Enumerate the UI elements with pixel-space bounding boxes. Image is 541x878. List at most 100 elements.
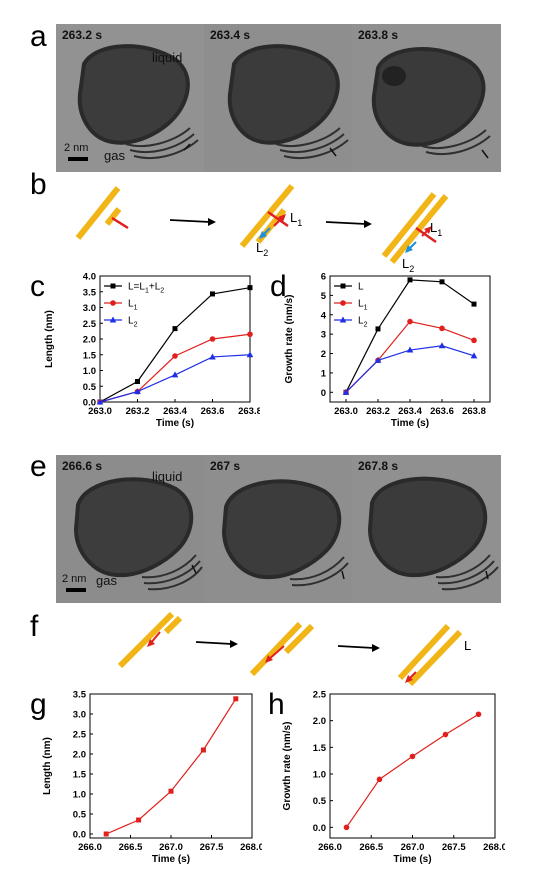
data-point-c (134, 388, 141, 395)
label-l2-b2: L (256, 240, 263, 255)
timestamp-a3: 263.8 s (358, 28, 399, 42)
tem-micrograph-e3 (352, 455, 501, 603)
y-tick-label-d: 6 (321, 272, 326, 283)
series-line-c-2 (99, 354, 251, 403)
label-l1-sub-b3: 1 (437, 228, 442, 238)
x-tick-label-c: 263.6 (201, 406, 225, 417)
rod-pair-b2: L1 L2 (239, 184, 302, 258)
chart-h: 266.0 266.5 267.0 267.5 268.0 0.0 0.5 1.0 1.5 2.0… (282, 690, 505, 866)
x-tick-label-d: 263.6 (430, 406, 454, 417)
tem-frame-a3: 263.8 s (352, 24, 501, 172)
y-tick-label-h: 2.5 (313, 690, 327, 701)
x-tick-label-g: 267.5 (200, 842, 224, 853)
svg-text:L2: L2 (402, 256, 414, 272)
y-tick-label-h: 1.5 (313, 743, 327, 754)
series-line-g-0 (105, 698, 237, 835)
y-axis-label-d: Growth rate (nm/s) (284, 295, 295, 384)
x-tick-label-g: 267.0 (159, 842, 183, 853)
data-point-c (210, 291, 215, 297)
tem-micrograph-e2 (204, 455, 352, 603)
x-axis-label-h: Time (s) (393, 854, 431, 865)
data-point-d (471, 337, 477, 344)
panel-letter-e: e (30, 450, 47, 483)
data-point-d (470, 352, 478, 359)
scalebar-a (68, 157, 88, 161)
series-line-c-0 (99, 287, 251, 403)
x-tick-label-c: 263.8 (238, 406, 260, 417)
x-tick-label-h: 266.5 (359, 842, 383, 853)
rod-pair-b1 (75, 186, 129, 240)
label-l1-sub-b2: 1 (297, 218, 302, 228)
arrow-b1 (169, 218, 216, 226)
x-tick-label-d: 263.4 (398, 406, 422, 417)
x-axis-label-d: Time (s) (391, 418, 429, 429)
scalebar-label-e: 2 nm (62, 573, 87, 585)
y-tick-label-c: 2.5 (83, 319, 97, 330)
legend-label-d: L2 (358, 316, 368, 329)
x-tick-label-g: 266.0 (78, 842, 102, 853)
data-point-c (171, 371, 179, 378)
y-tick-label-h: 1.0 (313, 770, 326, 781)
data-point-c (172, 326, 178, 332)
label-l2-sub-b3: 2 (409, 264, 414, 272)
gas-label-a: gas (104, 148, 125, 163)
legend-item-c-2: L2 (104, 316, 138, 329)
y-tick-label-d: 4 (321, 310, 327, 321)
legend-item-c-0: L=L1+L2 (104, 282, 164, 295)
gas-label-e: gas (96, 573, 117, 588)
legend-label-c: L=L1+L2 (128, 282, 164, 295)
y-tick-label-h: 0.5 (313, 796, 327, 807)
series-g-0 (103, 696, 239, 837)
tem-frame-e1: 266.6 s liquid gas 2 nm (56, 455, 204, 603)
data-point-d (439, 279, 445, 285)
data-point-d (374, 356, 382, 363)
series-h-0 (343, 711, 482, 831)
data-point-c (246, 351, 254, 358)
liquid-label-e: liquid (152, 469, 183, 484)
series-d-0 (343, 277, 477, 395)
y-tick-label-g: 0.0 (73, 830, 86, 841)
legend-marker-d (339, 316, 347, 323)
tem-frame-a2: 263.4 s (204, 24, 352, 172)
y-tick-label-g: 0.5 (73, 810, 87, 821)
label-l2-b3: L (402, 256, 409, 271)
x-tick-label-g: 266.5 (119, 842, 143, 853)
data-point-g (200, 747, 206, 753)
legend-marker-c (110, 300, 116, 306)
tem-micrograph-a2 (204, 24, 352, 172)
legend-item-d-1: L1 (334, 299, 368, 312)
legend-marker-d (340, 300, 346, 306)
arrow-f1 (195, 640, 238, 648)
legend-item-c-1: L1 (104, 299, 138, 312)
panel-letter-b: b (30, 168, 47, 201)
timestamp-e1: 266.6 s (62, 459, 103, 473)
y-tick-label-g: 1.0 (73, 790, 86, 801)
label-l1-b3: L (430, 220, 437, 235)
x-tick-label-g: 268.0 (240, 842, 262, 853)
data-point-d (342, 388, 350, 395)
legend-marker-c (110, 283, 116, 289)
x-axis-label-c: Time (s) (156, 418, 194, 429)
y-tick-label-d: 3 (321, 330, 326, 341)
rod-pair-f1 (117, 611, 183, 669)
y-tick-label-g: 3.0 (73, 710, 86, 721)
data-point-h (343, 824, 350, 831)
data-point-c (247, 285, 253, 291)
chart-d: 263.0 263.2 263.4 263.6 263.8 0 1 2 3 4 5 6 Time (s)… (284, 272, 491, 429)
x-axis-label-g: Time (s) (152, 854, 190, 865)
svg-text:L1: L1 (290, 210, 302, 228)
label-l1-b2: L (290, 210, 297, 225)
y-tick-label-c: 4.0 (83, 272, 96, 283)
data-point-d (438, 342, 446, 349)
rod-pair-f2 (249, 621, 315, 677)
panel-letter-h: h (268, 688, 285, 721)
y-tick-label-g: 2.0 (73, 750, 86, 761)
chart-c: 263.0 263.2 263.4 263.6 263.8 0.0 0.5 1.0 1.5 2.0… (44, 272, 260, 430)
schematic-b: L1 L2 L1 L2 (75, 184, 449, 272)
x-tick-label-c: 263.4 (163, 406, 187, 417)
y-tick-label-c: 3.0 (83, 303, 96, 314)
data-point-d (406, 346, 414, 353)
x-tick-label-h: 267.0 (401, 842, 425, 853)
tem-micrograph-a1 (56, 24, 204, 172)
y-tick-label-c: 0.5 (83, 382, 97, 393)
